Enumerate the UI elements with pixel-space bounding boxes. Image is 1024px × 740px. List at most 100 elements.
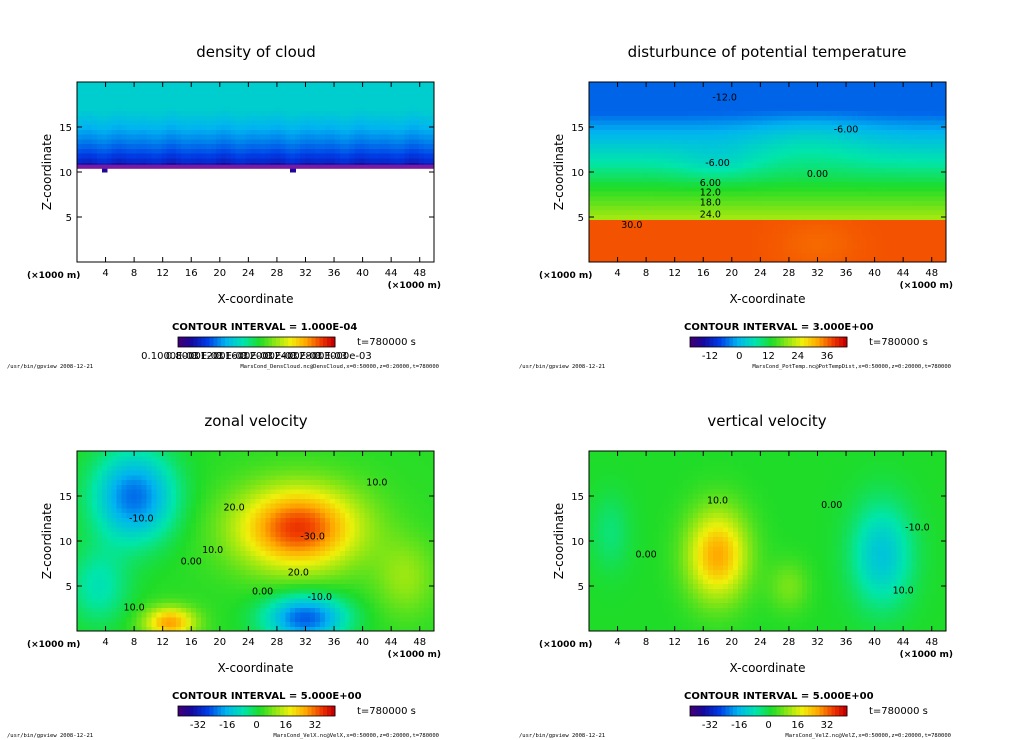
heatmap-cell [772, 105, 779, 112]
heatmap-cell [176, 157, 182, 164]
heatmap-cell [329, 105, 336, 112]
heatmap-cell [663, 153, 669, 159]
heatmap-cell [712, 86, 719, 93]
heatmap-cell [797, 82, 803, 88]
heatmap-cell [166, 469, 172, 476]
heatmap-cell [77, 507, 83, 514]
heatmap-cell [429, 86, 435, 93]
heatmap-cell [598, 186, 605, 192]
heatmap-cell [777, 176, 783, 183]
heatmap-cell [603, 243, 610, 249]
heatmap-cell [315, 138, 321, 145]
heatmap-cell [703, 138, 709, 145]
heatmap-cell [767, 143, 774, 149]
heatmap-cell [643, 124, 650, 130]
heatmap-cell [96, 588, 103, 594]
heatmap-cell [722, 205, 729, 211]
heatmap-cell [86, 526, 93, 533]
heatmap-cell [86, 574, 93, 580]
heatmap-cell [618, 105, 625, 112]
heatmap-cell [871, 228, 878, 235]
heatmap-cell [841, 224, 848, 230]
heatmap-cell [315, 100, 321, 107]
heatmap-cell [106, 138, 113, 145]
heatmap-cell [936, 100, 942, 107]
footer-left: /usr/bin/gpview 2008-12-21 [7, 364, 93, 370]
colorbar-swatch [205, 337, 210, 347]
heatmap-cell [628, 214, 635, 220]
heatmap-cell [404, 153, 410, 159]
heatmap-cell [389, 91, 395, 97]
heatmap-cell [673, 181, 679, 187]
heatmap-cell [876, 110, 883, 116]
heatmap-cell [693, 247, 699, 254]
heatmap-cell [618, 209, 625, 216]
heatmap-cell [374, 148, 381, 154]
heatmap-cell [295, 91, 301, 97]
heatmap-cell [324, 86, 331, 93]
heatmap-cell [126, 569, 133, 575]
heatmap-cell [329, 148, 336, 154]
heatmap-cell [822, 86, 828, 93]
heatmap-cell [717, 214, 724, 220]
heatmap-cell [866, 205, 873, 211]
heatmap-cell [359, 157, 366, 164]
x-tick-label: 8 [131, 268, 137, 279]
colorbar-swatch [189, 337, 195, 347]
heatmap-cell [608, 181, 615, 187]
heatmap-cell [161, 157, 167, 164]
heatmap-cell [111, 460, 118, 466]
heatmap-cell [792, 186, 798, 192]
heatmap-cell [683, 143, 689, 149]
heatmap-cell [708, 82, 714, 88]
heatmap-cell [866, 124, 873, 130]
heatmap-cell [290, 148, 296, 154]
heatmap-cell [334, 138, 341, 145]
heatmap-cell [846, 214, 853, 220]
heatmap-cell [77, 129, 83, 135]
heatmap-cell [215, 115, 222, 121]
heatmap-cell [260, 134, 267, 140]
heatmap-cell [300, 134, 306, 140]
heatmap-cell [638, 200, 645, 206]
heatmap-cell [861, 252, 868, 258]
heatmap-cell [698, 119, 704, 126]
heatmap-cell [260, 124, 267, 130]
heatmap-cell [732, 91, 739, 97]
heatmap-cell [334, 105, 341, 112]
heatmap-cell [911, 257, 917, 263]
heatmap-cell [166, 148, 172, 154]
heatmap-cell [429, 143, 435, 149]
heatmap-cell [827, 115, 833, 121]
heatmap-cell [941, 143, 947, 149]
heatmap-cell [926, 91, 932, 97]
heatmap-cell [663, 181, 669, 187]
heatmap-cell [648, 86, 655, 93]
heatmap-cell [717, 105, 724, 112]
heatmap-cell [91, 578, 98, 585]
heatmap-cell [116, 119, 123, 126]
heatmap-cell [693, 205, 699, 211]
colorbar-swatch [721, 337, 726, 347]
heatmap-cell [747, 134, 754, 140]
heatmap-cell [359, 134, 366, 140]
heatmap-cell [648, 162, 655, 168]
heatmap-cell [151, 465, 157, 471]
heatmap-cell [106, 569, 113, 575]
heatmap-cell [181, 105, 187, 112]
heatmap-cell [722, 176, 729, 183]
heatmap-cell [901, 119, 907, 126]
heatmap-cell [146, 545, 152, 552]
heatmap-cell [77, 616, 83, 623]
heatmap-cell [101, 143, 108, 149]
heatmap-cell [643, 134, 650, 140]
heatmap-cell [663, 91, 669, 97]
heatmap-cell [300, 115, 306, 121]
heatmap-cell [260, 86, 267, 93]
heatmap-cell [131, 479, 138, 485]
heatmap-cell [926, 238, 932, 244]
heatmap-cell [638, 153, 645, 159]
heatmap-cell [851, 129, 858, 135]
heatmap-cell [668, 186, 674, 192]
heatmap-cell [633, 129, 640, 135]
